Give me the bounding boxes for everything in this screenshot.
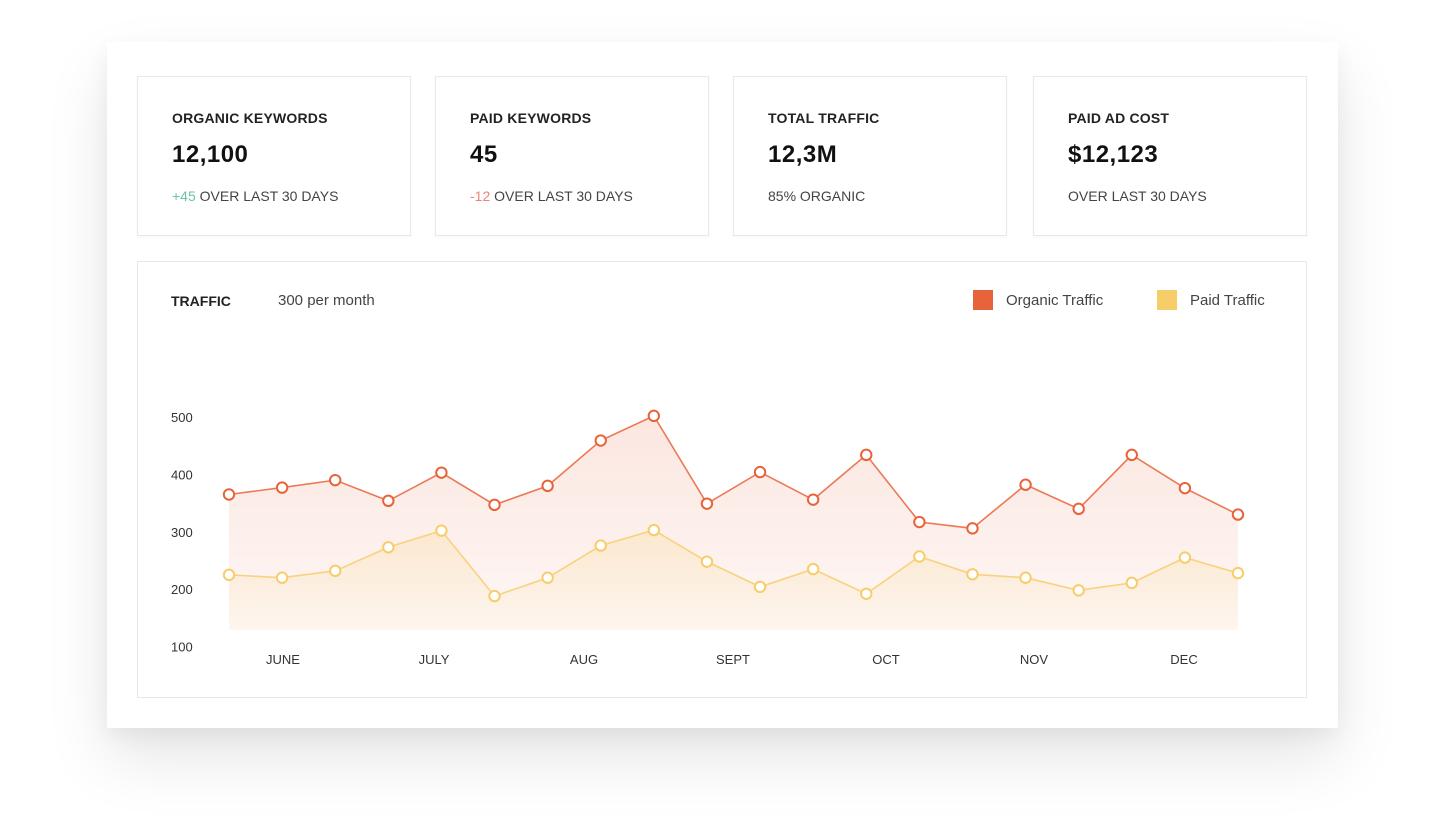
organic-point xyxy=(222,488,236,501)
organic-point xyxy=(541,479,554,493)
x-tick-label: AUG xyxy=(570,652,598,667)
y-tick-label: 500 xyxy=(171,410,193,425)
paid-keywords-card: PAID KEYWORDS 45 -12 OVER LAST 30 DAYS xyxy=(435,76,709,236)
card-title: PAID KEYWORDS xyxy=(470,110,592,126)
organic-point xyxy=(806,493,820,506)
organic-point xyxy=(435,466,448,479)
organic-point xyxy=(1019,478,1032,491)
paid-point xyxy=(700,555,714,568)
paid-point xyxy=(1178,551,1192,564)
card-value: $12,123 xyxy=(1068,141,1159,168)
card-subtext: +45 OVER LAST 30 DAYS xyxy=(172,188,338,204)
paid-area xyxy=(229,530,1238,630)
paid-point xyxy=(1125,576,1138,590)
card-title: PAID AD COST xyxy=(1068,110,1170,126)
organic-point xyxy=(700,497,714,510)
card-title: TOTAL TRAFFIC xyxy=(768,110,880,126)
x-tick-label: JULY xyxy=(419,652,450,667)
paid-point xyxy=(594,539,607,552)
y-tick-label: 400 xyxy=(171,467,193,482)
card-value: 12,100 xyxy=(172,141,249,168)
paid-point xyxy=(966,568,979,581)
paid-point xyxy=(1072,584,1085,597)
organic-point xyxy=(1125,448,1138,462)
card-sub-label: OVER LAST 30 DAYS xyxy=(195,188,339,204)
card-subtext: 85% ORGANIC xyxy=(768,188,866,204)
delta-value: +45 xyxy=(172,188,196,204)
card-value: 12,3M xyxy=(768,141,838,168)
x-tick-label: OCT xyxy=(872,652,900,667)
card-subtext: -12 OVER LAST 30 DAYS xyxy=(470,188,633,204)
x-tick-label: SEPT xyxy=(716,652,750,667)
organic-point xyxy=(913,515,926,529)
legend-label-paid: Paid Traffic xyxy=(1190,291,1265,309)
organic-point xyxy=(1178,481,1192,495)
card-value: 45 xyxy=(470,141,498,168)
organic-keywords-card: ORGANIC KEYWORDS 12,100 +45 OVER LAST 30… xyxy=(137,76,411,236)
paid-line xyxy=(228,529,1239,598)
organic-point xyxy=(753,465,767,479)
paid-point xyxy=(913,550,926,563)
legend-item-paid[interactable]: Paid Traffic xyxy=(1157,290,1265,310)
y-tick-label: 100 xyxy=(171,640,193,655)
y-tick-label: 300 xyxy=(171,525,193,540)
x-tick-label: JUNE xyxy=(266,652,300,667)
paid-point xyxy=(753,580,767,594)
organic-point xyxy=(488,498,501,512)
paid-point xyxy=(382,541,395,554)
organic-point xyxy=(966,522,979,535)
x-tick-label: DEC xyxy=(1170,652,1197,667)
paid-point xyxy=(222,568,236,582)
paid-point xyxy=(1231,566,1245,580)
organic-point xyxy=(382,494,395,508)
organic-point xyxy=(1231,508,1245,521)
organic-line xyxy=(228,414,1239,530)
card-subtext: OVER LAST 30 DAYS xyxy=(1068,188,1207,204)
paid-point xyxy=(275,571,289,584)
paid-point xyxy=(329,564,342,578)
legend-swatch-organic xyxy=(973,290,993,310)
paid-point xyxy=(860,587,873,600)
paid-point xyxy=(435,524,448,537)
legend-item-organic[interactable]: Organic Traffic xyxy=(973,290,1103,310)
x-tick-label: NOV xyxy=(1020,652,1049,667)
y-tick-label: 200 xyxy=(171,582,193,597)
legend-swatch-paid xyxy=(1157,290,1177,310)
paid-point xyxy=(647,523,661,537)
delta-value: -12 xyxy=(470,188,491,204)
organic-point xyxy=(647,409,661,423)
paid-point xyxy=(806,562,820,576)
card-title: ORGANIC KEYWORDS xyxy=(172,110,328,126)
organic-point xyxy=(860,448,873,462)
organic-point xyxy=(1072,502,1085,516)
paid-point xyxy=(488,589,501,603)
organic-point xyxy=(594,434,607,447)
card-sub-label: OVER LAST 30 DAYS xyxy=(490,188,633,204)
paid-ad-cost-card: PAID AD COST $12,123 OVER LAST 30 DAYS xyxy=(1033,76,1307,236)
organic-point xyxy=(329,473,342,487)
paid-point xyxy=(541,571,554,584)
chart-subtitle: 300 per month xyxy=(278,292,375,309)
chart-title: TRAFFIC xyxy=(171,293,231,309)
total-traffic-card: TOTAL TRAFFIC 12,3M 85% ORGANIC xyxy=(733,76,1007,236)
organic-point xyxy=(275,481,289,494)
legend-label-organic: Organic Traffic xyxy=(1006,291,1104,309)
paid-point xyxy=(1019,571,1032,584)
